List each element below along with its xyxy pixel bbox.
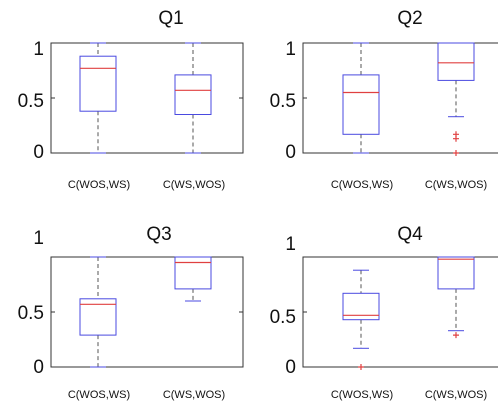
- box: [437, 42, 475, 81]
- x-tick-label: C(WOS,WS): [68, 179, 130, 191]
- box: [437, 256, 475, 290]
- panel-q4: Q4 1 0.5 0 C(WOS,WS) C(WS,WOS): [270, 224, 498, 401]
- x-tick-label: C(WS,WOS): [163, 179, 225, 191]
- x-tick-label: C(WOS,WS): [331, 389, 393, 401]
- y-tick-label: 0.5: [18, 91, 44, 112]
- y-tick-label: 0.5: [270, 307, 296, 328]
- box: [79, 298, 117, 336]
- box: [79, 55, 117, 112]
- box: [342, 74, 380, 135]
- y-tick-label: 0: [33, 357, 44, 378]
- y-tick-label: 0: [285, 357, 296, 378]
- panel-title: Q1: [158, 8, 183, 29]
- plot-frame: [302, 42, 498, 154]
- outlier-marker: [453, 332, 459, 339]
- x-tick-label: C(WOS,WS): [68, 389, 130, 401]
- outlier-marker: [453, 131, 459, 138]
- panel-title: Q3: [146, 224, 171, 245]
- panel-q2: Q2 1 0.5 0 C(WOS,WS) C(WS,WOS): [270, 8, 498, 191]
- x-tick-label: C(WS,WOS): [425, 389, 487, 401]
- y-tick-label: 0: [33, 142, 44, 163]
- x-tick-label: C(WOS,WS): [331, 179, 393, 191]
- panel-q1: Q1 1 0.5 0 C(WOS,WS) C(WS,WOS): [18, 8, 244, 191]
- outlier-marker: [358, 364, 364, 370]
- box: [174, 256, 212, 290]
- box: [342, 292, 380, 321]
- y-tick-label: 1: [33, 228, 44, 249]
- plot-frame: [302, 256, 498, 368]
- outlier-marker: [453, 150, 459, 156]
- y-tick-label: 1: [33, 39, 44, 60]
- y-tick-label: 0.5: [18, 303, 44, 324]
- y-tick-label: 0.5: [270, 91, 296, 112]
- panel-title: Q2: [397, 8, 422, 29]
- x-tick-label: C(WS,WOS): [163, 389, 225, 401]
- x-tick-label: C(WS,WOS): [425, 179, 487, 191]
- panel-q3: Q3 1 0.5 0 C(WOS,WS) C(WS,WOS): [18, 224, 244, 401]
- y-tick-label: 1: [285, 39, 296, 60]
- y-tick-label: 1: [285, 234, 296, 255]
- panel-title: Q4: [397, 224, 423, 245]
- box: [174, 74, 212, 115]
- y-tick-label: 0: [285, 142, 296, 163]
